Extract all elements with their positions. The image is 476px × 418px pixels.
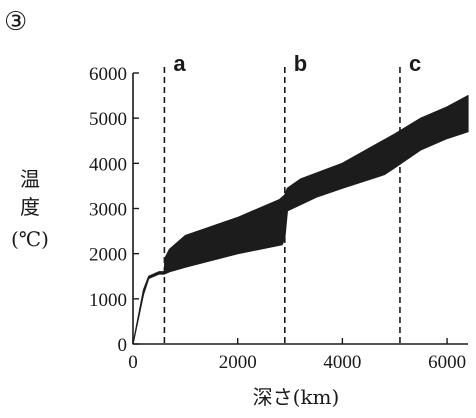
x-tick-label-4000: 4000	[323, 352, 361, 373]
x-tick-label-6000: 6000	[428, 352, 466, 373]
panel-marker: ③	[4, 7, 27, 37]
boundary-label-a: a	[173, 51, 186, 76]
x-tick-label-2000: 2000	[219, 352, 257, 373]
x-axis-label: 深さ(km)	[253, 385, 340, 409]
x-tick-label-0: 0	[128, 352, 138, 373]
y-tick-label-5000: 5000	[89, 109, 127, 130]
boundary-label-c: c	[409, 51, 421, 76]
temperature-band-layer	[132, 94, 469, 345]
axes	[132, 72, 468, 345]
y-axis-label-line-2: 度	[20, 195, 40, 219]
y-axis-label: 温 度 (℃)	[11, 167, 49, 251]
temperature-band-0	[132, 94, 469, 345]
y-tick-label-3000: 3000	[89, 200, 127, 221]
y-tick-label-1000: 1000	[89, 290, 127, 311]
y-tick-labels: 0 1000 2000 3000 4000 5000 6000	[89, 64, 127, 356]
y-tick-label-2000: 2000	[89, 245, 127, 266]
x-tick-labels: 0 2000 4000 6000	[128, 352, 466, 373]
y-axis-label-line-1: 温	[20, 167, 40, 191]
y-tick-label-0: 0	[118, 335, 128, 356]
y-axis-label-line-3: (℃)	[11, 227, 49, 251]
y-tick-label-6000: 6000	[89, 64, 127, 85]
boundary-lines: a b c	[163, 51, 421, 344]
y-tick-label-4000: 4000	[89, 154, 127, 175]
boundary-label-b: b	[294, 51, 307, 76]
